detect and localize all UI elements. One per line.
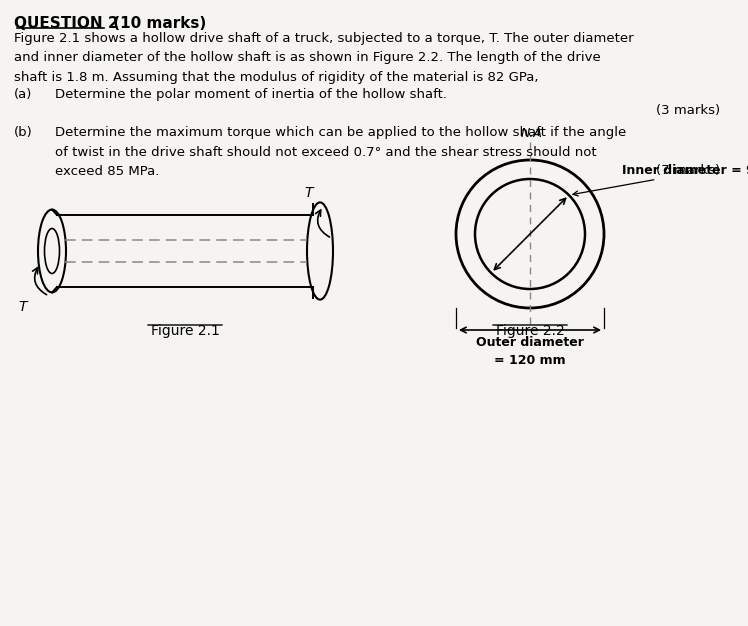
Text: (3 marks): (3 marks) [656,104,720,117]
Text: Determine the maximum torque which can be applied to the hollow shaft if the ang: Determine the maximum torque which can b… [55,126,626,178]
Text: Inner diameter = 90 mm: Inner diameter = 90 mm [573,163,748,196]
Text: Determine the polar moment of inertia of the hollow shaft.: Determine the polar moment of inertia of… [55,88,447,101]
Text: T: T [304,186,313,200]
Text: N.A: N.A [521,127,543,140]
Text: Figure 2.1 shows a hollow drive shaft of a truck, subjected to a torque, T. The : Figure 2.1 shows a hollow drive shaft of… [14,32,634,84]
Text: Figure 2.2: Figure 2.2 [496,324,565,338]
Text: QUESTION 2: QUESTION 2 [14,16,119,31]
Text: (10 marks): (10 marks) [108,16,206,31]
Text: T: T [19,300,27,314]
Text: (a): (a) [14,88,32,101]
Text: Figure 2.1: Figure 2.1 [150,324,219,338]
Text: (b): (b) [14,126,33,139]
Text: Outer diameter
= 120 mm: Outer diameter = 120 mm [476,336,584,367]
Text: (7 marks): (7 marks) [656,164,720,177]
